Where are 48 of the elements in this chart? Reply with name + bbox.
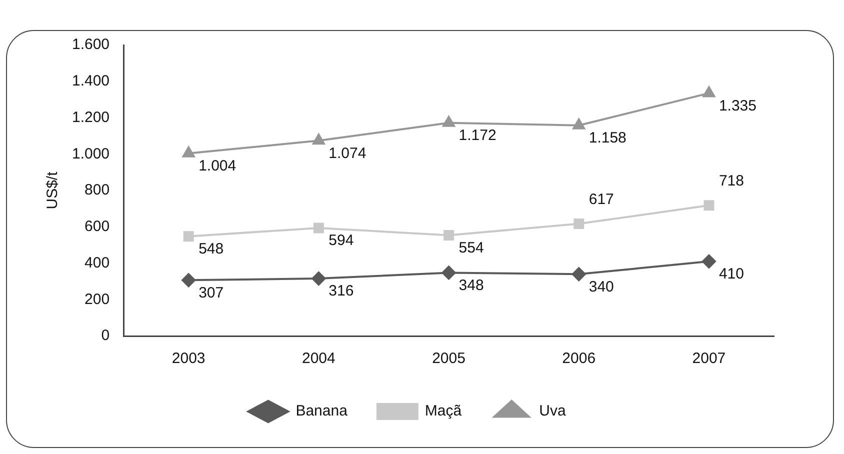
point bbox=[183, 231, 194, 242]
data-label: 1.074 bbox=[328, 144, 366, 162]
point bbox=[442, 266, 456, 280]
point bbox=[182, 273, 196, 288]
data-label: 410 bbox=[718, 266, 744, 283]
y-tick-label: 1.400 bbox=[72, 72, 110, 90]
data-label: 548 bbox=[198, 240, 224, 258]
data-label: 340 bbox=[588, 278, 614, 296]
x-tick-label: 2007 bbox=[692, 350, 726, 368]
data-label: 1.172 bbox=[458, 126, 496, 144]
point bbox=[313, 222, 324, 234]
point bbox=[312, 134, 325, 145]
point bbox=[572, 118, 586, 130]
point bbox=[182, 146, 195, 158]
x-tick-label: 2006 bbox=[562, 350, 596, 368]
data-label: 718 bbox=[718, 172, 744, 190]
data-label: 316 bbox=[328, 282, 354, 300]
y-tick-label: 200 bbox=[84, 290, 110, 308]
y-tick-label: 400 bbox=[84, 254, 110, 272]
y-tick-label: 600 bbox=[84, 218, 110, 236]
y-tick-label: 800 bbox=[84, 182, 110, 199]
point bbox=[702, 254, 716, 268]
legend-label: Uva bbox=[539, 402, 566, 420]
x-tick-label: 2005 bbox=[432, 350, 466, 368]
data-label: 1.335 bbox=[718, 97, 756, 114]
data-label: 1.004 bbox=[198, 158, 236, 175]
data-label: 554 bbox=[458, 239, 484, 256]
point bbox=[572, 267, 586, 282]
y-tick-label: 1.000 bbox=[72, 145, 110, 162]
legend-label: Maçã bbox=[424, 402, 462, 420]
data-label: 348 bbox=[458, 276, 484, 294]
point bbox=[444, 230, 454, 240]
y-tick-label: 0 bbox=[101, 327, 110, 344]
data-label: 1.158 bbox=[588, 130, 626, 147]
x-tick-label: 2003 bbox=[172, 350, 206, 368]
y-tick-label: 1.600 bbox=[72, 36, 110, 54]
x-tick-label: 2004 bbox=[302, 350, 336, 368]
point bbox=[442, 116, 455, 127]
point bbox=[574, 218, 584, 230]
y-axis-title: US$/t bbox=[44, 170, 62, 210]
data-label: 307 bbox=[198, 284, 224, 302]
legend-label: Banana bbox=[296, 402, 348, 420]
point bbox=[704, 200, 714, 211]
point bbox=[702, 86, 716, 98]
data-label: 617 bbox=[588, 190, 614, 208]
point bbox=[312, 272, 326, 286]
y-tick-label: 1.200 bbox=[72, 108, 110, 126]
data-label: 594 bbox=[328, 232, 354, 250]
